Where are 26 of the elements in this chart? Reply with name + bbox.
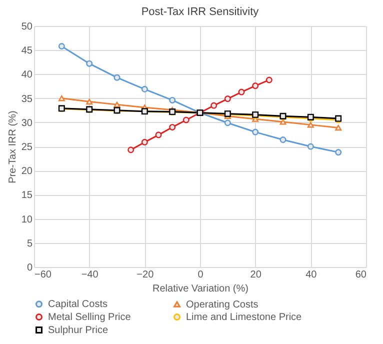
legend-label: Sulphur Price xyxy=(48,325,108,336)
x-tick-label: −60 xyxy=(34,270,52,280)
legend-label: Capital Costs xyxy=(48,299,108,310)
legend-label: Metal Selling Price xyxy=(48,312,132,323)
x-axis-title: Relative Variation (%) xyxy=(152,284,248,294)
y-tick-label: 35 xyxy=(21,94,33,105)
y-tick-label: 40 xyxy=(21,70,33,81)
chart-title: Post-Tax IRR Sensitivity xyxy=(141,6,260,18)
x-tick-label: 20 xyxy=(250,270,262,280)
x-tick-label: 40 xyxy=(306,270,318,280)
y-tick-label: 0 xyxy=(26,262,33,274)
y-tick-label: 15 xyxy=(21,190,33,202)
x-tick-label: −40 xyxy=(81,270,99,280)
y-tick-label: 25 xyxy=(21,142,33,153)
y-tick-label: 30 xyxy=(21,118,33,129)
legend-label: Operating Costs xyxy=(186,299,258,310)
x-tick-label: 60 xyxy=(355,270,367,280)
y-tick-label: 5 xyxy=(26,238,33,250)
y-tick-label: 45 xyxy=(21,46,33,57)
y-tick-label: 10 xyxy=(21,214,33,226)
x-tick-label: 0 xyxy=(198,270,204,280)
y-tick-label: 20 xyxy=(21,166,33,178)
y-tick-label: 50 xyxy=(21,22,33,32)
x-tick-label: −20 xyxy=(136,270,154,280)
legend-label: Lime and Limestone Price xyxy=(186,312,302,323)
y-axis-title: Pre-Tax IRR (%) xyxy=(7,110,18,184)
